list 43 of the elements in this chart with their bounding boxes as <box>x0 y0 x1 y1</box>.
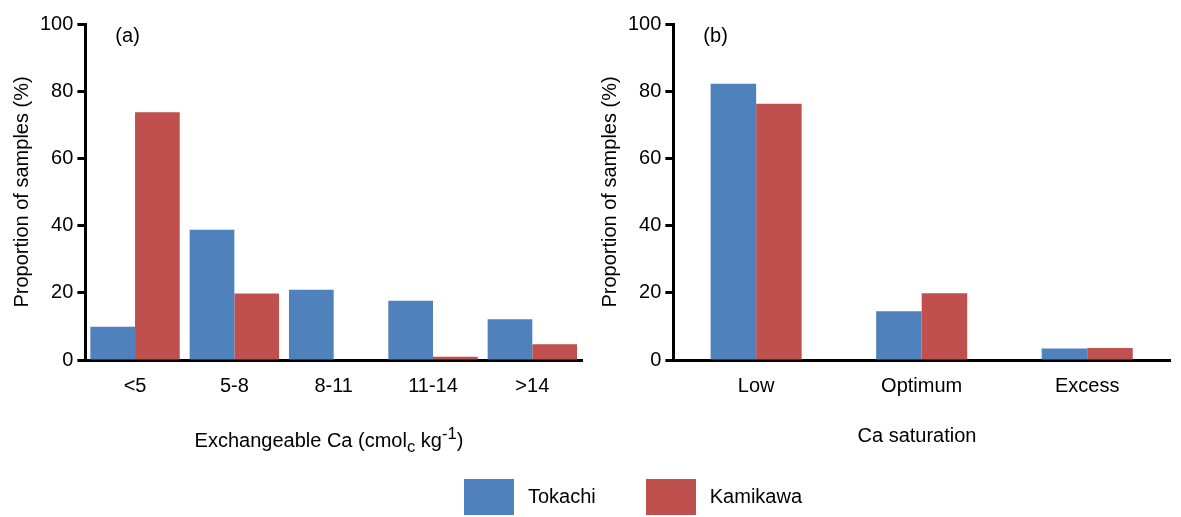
annotation: (b) <box>703 23 728 46</box>
bar <box>876 311 922 360</box>
y-tick-label: 100 <box>39 11 74 34</box>
y-axis-title: Proportion of samples (%) <box>9 76 32 308</box>
bar <box>234 293 280 360</box>
bar <box>433 356 478 360</box>
x-tick-label: <5 <box>123 373 147 396</box>
x-tick-label: Excess <box>1054 373 1120 396</box>
x-axis-title: Exchangeable Ca (cmol$_{c}$ kg$^{-1}$) <box>193 424 465 457</box>
bar <box>135 112 180 360</box>
y-tick-label: 0 <box>650 347 662 370</box>
y-tick-label: 20 <box>639 280 662 303</box>
y-tick-label: 100 <box>627 11 662 34</box>
x-tick-label: 5-8 <box>219 373 249 396</box>
y-tick-label: 40 <box>639 213 662 236</box>
y-tick-label: 60 <box>639 145 662 168</box>
bar <box>532 344 578 360</box>
x-tick-label: Low <box>737 373 776 396</box>
y-tick-label: 80 <box>51 78 74 101</box>
bar <box>710 83 757 360</box>
bar <box>288 289 334 360</box>
y-tick-label: 20 <box>51 280 74 303</box>
y-tick-label: 0 <box>62 347 74 370</box>
bar <box>921 293 968 360</box>
bar <box>487 319 533 360</box>
x-tick-label: 11-14 <box>408 373 458 396</box>
bar <box>1041 348 1088 360</box>
y-tick-label: 60 <box>51 145 74 168</box>
y-tick-label: 80 <box>639 78 662 101</box>
x-tick-label: Optimum <box>881 373 963 396</box>
legend-label: Kamikawa <box>709 485 803 509</box>
y-axis-title: Proportion of samples (%) <box>597 76 620 308</box>
bar <box>90 326 136 360</box>
legend-label: Tokachi <box>527 485 596 509</box>
bar <box>756 103 802 360</box>
x-tick-label: 8-11 <box>314 373 353 396</box>
x-tick-label: >14 <box>515 373 550 396</box>
y-tick-label: 40 <box>51 213 74 236</box>
bar <box>388 300 434 360</box>
x-axis-title: Ca saturation <box>856 424 978 447</box>
annotation: (a) <box>115 23 140 46</box>
bar <box>1087 347 1133 360</box>
bar <box>189 229 235 360</box>
